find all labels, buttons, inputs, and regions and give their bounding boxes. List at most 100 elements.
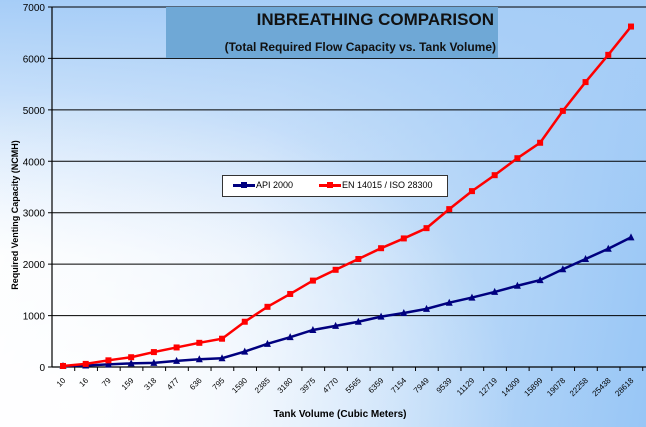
- data-point: [445, 298, 453, 306]
- data-point: [468, 293, 476, 301]
- title-box: INBREATHING COMPARISON (Total Required F…: [166, 7, 498, 58]
- x-tick-label: 15899: [522, 376, 544, 398]
- data-point: [241, 347, 249, 355]
- legend-swatch-api: [233, 181, 255, 188]
- data-point: [604, 244, 612, 252]
- data-point: [264, 303, 271, 310]
- x-tick-label: 1590: [230, 376, 249, 395]
- data-point: [378, 245, 385, 252]
- data-point: [628, 23, 634, 30]
- x-tick-label: 2385: [253, 376, 272, 395]
- x-tick-label: 28618: [613, 376, 635, 398]
- data-point: [400, 235, 407, 242]
- data-point: [105, 357, 112, 364]
- data-point: [582, 255, 590, 262]
- data-point: [536, 276, 544, 284]
- x-tick-label: 9539: [435, 376, 454, 395]
- data-point: [537, 139, 544, 146]
- data-point: [355, 256, 362, 262]
- data-point: [60, 362, 66, 369]
- x-tick-label: 5565: [344, 376, 363, 395]
- data-point: [332, 321, 340, 329]
- data-point: [219, 335, 226, 342]
- data-point: [218, 354, 226, 362]
- data-point: [241, 318, 248, 325]
- x-tick-label: 12719: [477, 376, 499, 398]
- data-point: [423, 304, 431, 312]
- x-tick-label: 11129: [455, 376, 477, 398]
- series-line-1: [62, 25, 632, 368]
- data-point: [491, 172, 498, 179]
- x-tick-label: 79: [100, 376, 113, 389]
- x-tick-label: 25438: [591, 376, 613, 398]
- series-line-0: [62, 236, 632, 368]
- data-point: [263, 339, 271, 347]
- x-axis-label: Tank Volume (Cubic Meters): [273, 409, 407, 420]
- data-point: [173, 356, 181, 364]
- data-point: [332, 266, 339, 273]
- data-point: [196, 339, 203, 346]
- data-point: [446, 206, 453, 213]
- x-tick-label: 7949: [412, 376, 431, 395]
- data-point: [150, 358, 158, 366]
- x-tick-label: 19078: [545, 376, 567, 398]
- x-tick-label: 318: [142, 376, 158, 392]
- y-axis-label: Required Venting Capacity (NCMH): [10, 140, 20, 290]
- data-point: [559, 265, 567, 273]
- legend-item-api: API 2000: [233, 180, 293, 190]
- data-point: [150, 349, 157, 356]
- data-point: [128, 354, 135, 361]
- data-point: [173, 344, 180, 351]
- x-tick-label: 3180: [276, 376, 295, 395]
- data-point: [377, 312, 385, 320]
- data-point: [354, 317, 362, 325]
- x-tick-label: 4770: [321, 376, 340, 395]
- data-point: [400, 309, 408, 316]
- y-tick-label: 5000: [23, 106, 46, 117]
- y-tick-label: 4000: [23, 157, 46, 168]
- x-tick-label: 159: [120, 376, 136, 392]
- data-point: [627, 233, 635, 241]
- x-tick-label: 3975: [298, 376, 317, 395]
- data-point: [605, 51, 612, 58]
- x-tick-label: 16: [77, 376, 90, 389]
- data-point: [582, 79, 589, 86]
- data-point: [104, 360, 112, 368]
- x-tick-label: 636: [188, 376, 204, 392]
- data-point: [468, 188, 475, 195]
- legend-item-en: EN 14015 / ISO 28300: [319, 180, 433, 190]
- y-tick-label: 2000: [23, 260, 46, 271]
- data-point: [195, 355, 203, 363]
- data-point: [127, 359, 135, 367]
- x-tick-label: 795: [211, 376, 227, 392]
- data-point: [82, 360, 89, 367]
- y-tick-label: 3000: [23, 209, 46, 220]
- y-tick-label: 6000: [23, 54, 46, 65]
- y-tick-label: 7000: [23, 3, 46, 14]
- legend: API 2000 EN 14015 / ISO 28300: [222, 175, 448, 197]
- data-point: [423, 225, 430, 232]
- x-tick-label: 10: [55, 376, 68, 389]
- x-tick-label: 7154: [389, 376, 408, 395]
- data-point: [286, 333, 294, 341]
- data-point: [514, 155, 521, 162]
- data-point: [513, 281, 521, 289]
- y-tick-label: 0: [39, 363, 45, 374]
- x-tick-label: 6359: [367, 376, 386, 395]
- legend-swatch-en: [319, 181, 341, 188]
- chart-title: INBREATHING COMPARISON: [256, 10, 494, 29]
- data-point: [309, 277, 316, 284]
- data-point: [559, 107, 566, 114]
- data-point: [309, 325, 317, 333]
- data-point: [491, 287, 499, 295]
- legend-label: EN 14015 / ISO 28300: [342, 180, 433, 190]
- x-tick-label: 22258: [568, 376, 590, 398]
- chart-subtitle: (Total Required Flow Capacity vs. Tank V…: [224, 40, 496, 54]
- x-tick-label: 14309: [500, 376, 522, 398]
- x-tick-label: 477: [165, 376, 181, 392]
- legend-label: API 2000: [256, 180, 294, 190]
- y-tick-label: 1000: [23, 312, 46, 323]
- data-point: [287, 290, 294, 297]
